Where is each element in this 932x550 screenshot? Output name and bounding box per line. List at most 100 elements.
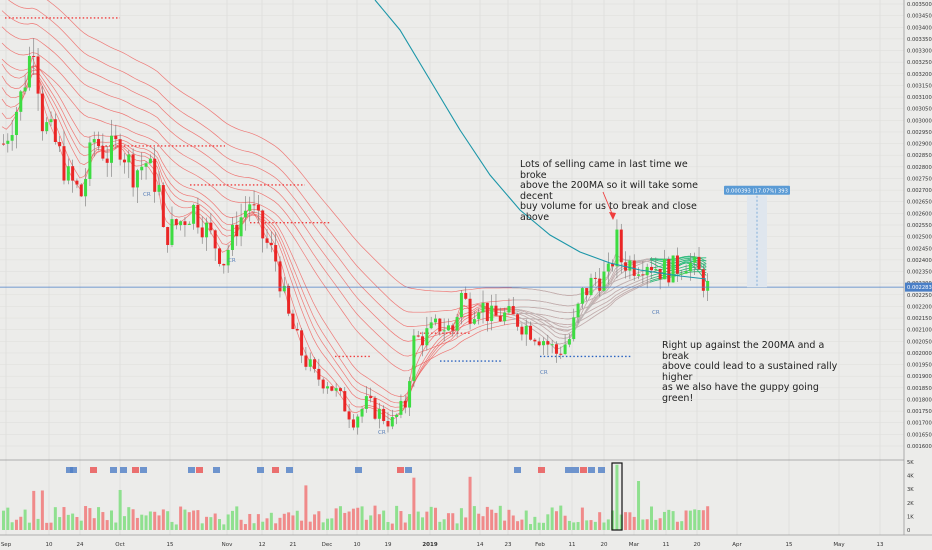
volume-bar — [23, 509, 27, 530]
time-tick: 20 — [601, 542, 608, 548]
volume-bar — [183, 509, 187, 530]
candle-body — [356, 416, 360, 428]
volume-bar — [360, 506, 364, 530]
candle-body — [464, 292, 468, 299]
volume-bar — [550, 507, 554, 530]
volume-bar — [330, 518, 334, 530]
candle-body — [615, 229, 619, 267]
volume-bar — [36, 518, 40, 530]
volume-bar — [282, 513, 286, 530]
volume-bar — [295, 510, 299, 530]
candle-body — [19, 91, 23, 112]
volume-bar — [248, 513, 252, 530]
candle-body — [75, 180, 79, 185]
volume-marker — [188, 467, 195, 473]
volume-pane — [0, 459, 932, 531]
candle-body — [213, 230, 217, 249]
candle-body — [425, 328, 429, 346]
price-tick: 0.002050 — [907, 339, 932, 345]
volume-bar — [110, 510, 113, 530]
volume-bar — [218, 519, 221, 530]
time-tick: Apr — [732, 542, 742, 548]
time-tick: 15 — [786, 542, 793, 548]
candle-body — [641, 274, 645, 276]
volume-bar — [477, 513, 481, 530]
volume-bar — [706, 506, 710, 530]
volume-marker — [66, 467, 73, 473]
price-tick: 0.001950 — [907, 363, 932, 369]
candle-body — [330, 386, 334, 391]
price-tick: 0.001700 — [907, 421, 932, 427]
candle-body — [576, 303, 580, 318]
volume-marker — [580, 467, 587, 473]
volume-bar — [675, 521, 679, 530]
volume-bar — [606, 519, 610, 530]
price-tick: 0.002750 — [907, 176, 932, 182]
candle-body — [230, 224, 234, 250]
volume-bar — [632, 516, 636, 530]
candle-body — [321, 379, 325, 389]
candle-body — [308, 359, 312, 367]
volume-bar — [71, 513, 75, 530]
candle-body — [421, 336, 425, 346]
candle-body — [533, 339, 537, 342]
candle-body — [472, 319, 476, 324]
time-tick: 24 — [77, 542, 84, 548]
cr-label: CR — [228, 258, 236, 264]
volume-bar — [364, 519, 368, 530]
candle-body — [157, 185, 161, 192]
volume-bar — [122, 516, 126, 530]
candle-body — [550, 344, 554, 346]
candle-body — [399, 400, 403, 415]
volume-bar — [593, 521, 597, 530]
volume-bar — [19, 516, 23, 530]
volume-bar — [200, 523, 204, 530]
candle-body — [403, 400, 407, 408]
volume-bar — [347, 511, 351, 530]
candle-body — [481, 302, 485, 313]
volume-bar — [567, 520, 571, 530]
candle-body — [40, 93, 44, 132]
volume-marker — [257, 467, 264, 473]
time-tick: 10 — [354, 542, 361, 548]
volume-bar — [161, 509, 165, 530]
volume-bar — [408, 514, 412, 530]
volume-bar — [127, 507, 131, 530]
candle-body — [226, 249, 230, 266]
candle-body — [546, 341, 550, 345]
candle-body — [235, 224, 239, 237]
candle-body — [364, 396, 368, 409]
candle-body — [192, 204, 196, 224]
cr-label: CR — [652, 310, 660, 316]
volume-bar — [300, 520, 304, 530]
price-tick: 0.003350 — [907, 37, 932, 43]
volume-marker — [286, 467, 293, 473]
volume-bar — [174, 524, 178, 530]
volume-bar — [239, 519, 243, 530]
volume-bar — [187, 512, 191, 530]
price-tick: 0.002550 — [907, 223, 932, 229]
candle-body — [269, 242, 273, 246]
candle-body — [304, 355, 308, 367]
volume-bar — [53, 507, 57, 530]
time-tick: Feb — [535, 542, 545, 548]
candle-body — [174, 219, 178, 226]
candle-body — [170, 219, 174, 245]
volume-bar — [386, 521, 390, 530]
candle-body — [343, 391, 347, 412]
volume-bar — [213, 513, 217, 530]
candle-body — [671, 255, 675, 283]
candle-body — [602, 271, 606, 291]
volume-bar — [494, 512, 498, 530]
price-tick: 0.002150 — [907, 316, 932, 322]
volume-bar — [403, 522, 407, 530]
price-tick: 0.003150 — [907, 83, 932, 89]
volume-marker — [196, 467, 203, 473]
candle-body — [205, 222, 209, 238]
cr-label: CR — [540, 370, 548, 376]
volume-bar — [490, 509, 494, 530]
candle-body — [92, 139, 96, 143]
volume-bar — [429, 506, 433, 530]
volume-bar — [425, 511, 429, 530]
